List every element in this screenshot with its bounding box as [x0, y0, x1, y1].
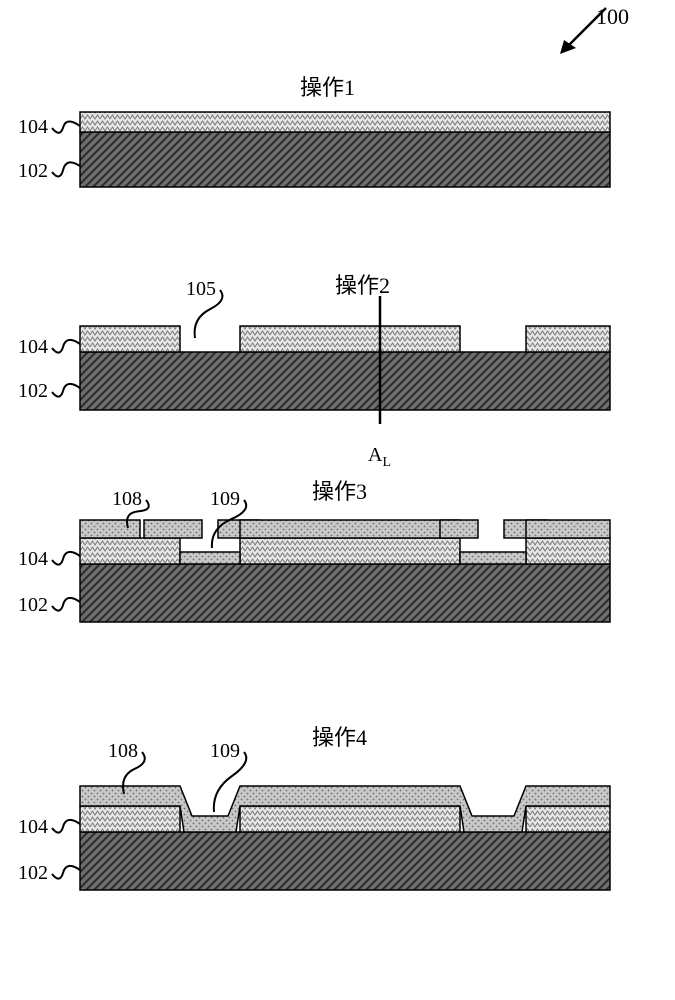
ref-104: 104	[18, 336, 48, 359]
ref-109: 109	[210, 488, 240, 511]
op-title: 操作4	[312, 720, 367, 752]
ref-102: 102	[18, 380, 48, 403]
ref-102: 102	[18, 160, 48, 183]
axis-label: AL	[368, 444, 391, 471]
op-title: 操作3	[312, 474, 367, 506]
figure-ref-100: 100	[596, 4, 629, 30]
ref-102: 102	[18, 862, 48, 885]
ref-108: 108	[108, 740, 138, 763]
operation-op1	[52, 112, 610, 187]
operation-op3	[52, 500, 610, 622]
ref-109: 109	[210, 740, 240, 763]
ref-104: 104	[18, 548, 48, 571]
ref-105: 105	[186, 278, 216, 301]
ref-102: 102	[18, 594, 48, 617]
ref-108: 108	[112, 488, 142, 511]
operation-op2	[52, 290, 610, 424]
ref-104: 104	[18, 116, 48, 139]
diagram-canvas: 100 操作1 104 102 操作2 104 102 105 AL操作3 104 102 108 1…	[0, 0, 675, 1000]
ref-104: 104	[18, 816, 48, 839]
op-title: 操作1	[300, 70, 355, 102]
op-title: 操作2	[335, 268, 390, 300]
operation-op4	[52, 752, 610, 890]
